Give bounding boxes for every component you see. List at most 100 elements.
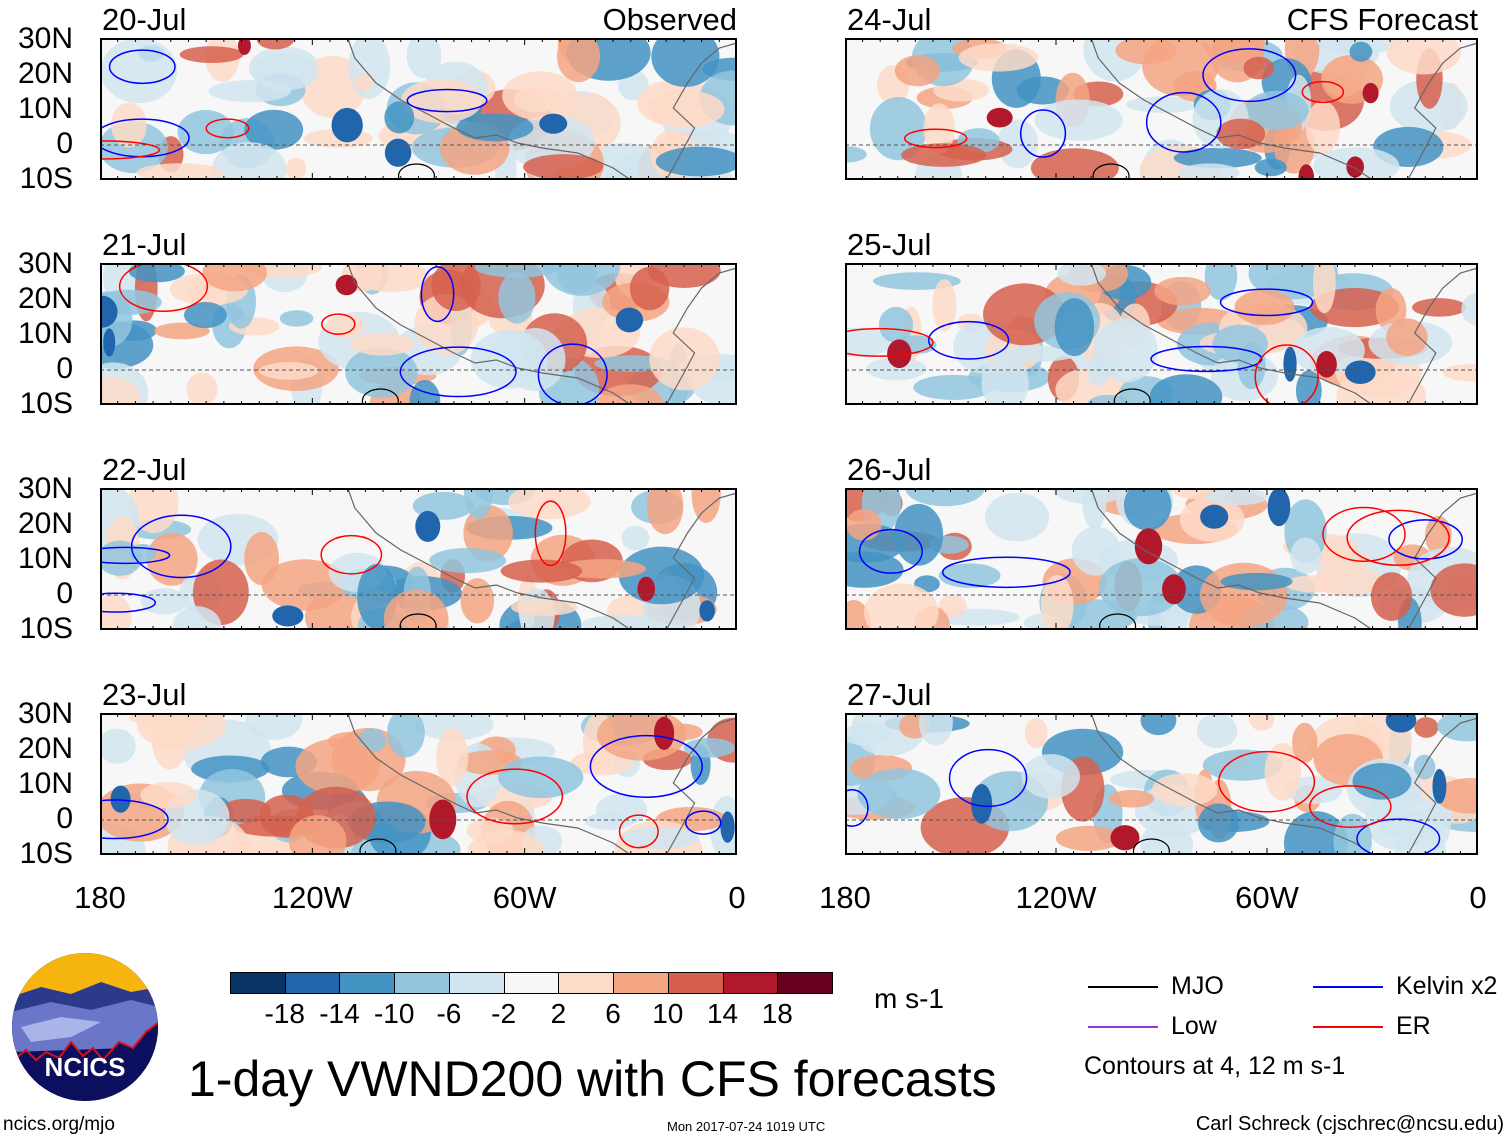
footer-url[interactable]: ncics.org/mjo	[3, 1114, 115, 1135]
wind-anomaly-field	[100, 38, 737, 180]
kelvin-contour	[1356, 818, 1441, 855]
anomaly-blob	[1413, 754, 1436, 780]
anomaly-blob	[510, 598, 578, 616]
anomaly-blob	[894, 55, 941, 87]
anomaly-blob	[1123, 488, 1172, 531]
wind-anomaly-field	[100, 488, 721, 630]
anomaly-core	[272, 605, 304, 627]
anomaly-blob	[1198, 803, 1239, 843]
anomaly-blob	[256, 38, 295, 50]
map-panel	[845, 488, 1478, 630]
anomaly-blob	[1394, 826, 1447, 855]
anomaly-blob	[1386, 38, 1462, 75]
anomaly-core	[971, 784, 993, 824]
anomaly-blob	[387, 713, 425, 758]
colorbar-tick-label: -14	[319, 998, 360, 1029]
lon-label: 180	[74, 880, 126, 915]
anomaly-blob	[1086, 356, 1110, 387]
anomaly-core	[238, 38, 251, 55]
anomaly-core	[1432, 768, 1447, 804]
panel-date: 26-Jul	[847, 452, 932, 487]
anomaly-blob	[894, 503, 944, 566]
anomaly-blob	[866, 357, 927, 381]
figure-title: 1-day VWND200 with CFS forecasts	[188, 1051, 997, 1107]
panel-date: 24-Jul	[847, 2, 932, 37]
colorbar-swatch	[613, 972, 669, 994]
map-panel	[845, 263, 1478, 405]
anomaly-blob	[100, 728, 136, 764]
anomaly-blob	[202, 263, 267, 292]
kelvin-contour	[685, 810, 722, 835]
colorbar-swatch	[284, 972, 341, 994]
anomaly-blob	[436, 727, 469, 787]
er-contour	[1254, 344, 1319, 405]
map-panel	[845, 713, 1478, 855]
lat-label: 10N	[17, 317, 73, 350]
colorbar-units: m s-1	[874, 983, 944, 1014]
anomaly-blob	[646, 488, 684, 535]
anomaly-blob	[846, 508, 882, 541]
lat-label: 30N	[17, 697, 73, 730]
anomaly-blob	[938, 594, 967, 618]
anomaly-blob	[252, 52, 319, 91]
anomaly-blob	[179, 46, 244, 63]
map-panel	[100, 38, 737, 180]
footer-credit: Carl Schreck (cjschrec@ncsu.edu)	[1195, 1113, 1504, 1135]
anomaly-blob	[958, 43, 1039, 72]
anomaly-blob	[1414, 717, 1439, 738]
mjo-contour	[1099, 613, 1137, 630]
anomaly-blob	[1140, 713, 1177, 736]
anomaly-blob	[1312, 263, 1336, 314]
anomaly-blob	[1305, 100, 1341, 154]
anomaly-blob	[384, 101, 415, 134]
anomaly-core	[615, 307, 644, 333]
anomaly-core	[637, 576, 655, 602]
anomaly-core	[699, 600, 715, 622]
kelvin-contour	[927, 320, 1010, 360]
colorbar-swatch	[667, 972, 724, 994]
anomaly-core	[1344, 360, 1376, 384]
anomaly-core	[429, 799, 457, 840]
anomaly-blob	[1054, 298, 1095, 357]
anomaly-blob	[349, 332, 415, 356]
anomaly-blob	[1040, 575, 1074, 630]
anomaly-core	[103, 328, 116, 357]
anomaly-blob	[1021, 754, 1080, 799]
anomaly-core	[1346, 156, 1364, 178]
lat-label: 0	[56, 802, 73, 835]
anomaly-blob	[136, 163, 224, 180]
anomaly-blob	[431, 263, 481, 311]
lat-label: 10S	[19, 387, 73, 420]
anomaly-blob	[1109, 789, 1155, 808]
anomaly-blob	[621, 826, 700, 850]
anomaly-blob	[1442, 363, 1478, 382]
anomaly-blob	[100, 376, 141, 405]
er-contour	[1217, 750, 1316, 813]
wind-anomaly-field	[100, 713, 737, 855]
lon-label: 60W	[1235, 880, 1299, 915]
lat-label: 0	[56, 577, 73, 610]
legend-note: Contours at 4, 12 m s-1	[1084, 1052, 1346, 1080]
anomaly-blob	[523, 154, 604, 180]
kelvin-contour	[130, 514, 232, 579]
colorbar-tick-label: -6	[436, 998, 462, 1029]
anomaly-blob	[406, 38, 442, 79]
anomaly-blob	[463, 505, 513, 562]
anomaly-blob	[460, 578, 495, 624]
anomaly-blob	[556, 38, 601, 83]
colorbar-swatch	[558, 972, 615, 994]
anomaly-blob	[244, 109, 304, 150]
panel-header: CFS Forecast	[1286, 2, 1478, 37]
anomaly-blob	[997, 119, 1039, 169]
anomaly-blob	[938, 563, 1001, 588]
lat-label: 10S	[19, 162, 73, 195]
anomaly-blob	[111, 102, 147, 148]
anomaly-blob	[474, 263, 561, 278]
anomaly-blob	[245, 713, 303, 741]
er-contour	[205, 118, 250, 139]
anomaly-blob	[429, 547, 507, 574]
kelvin-contour	[948, 748, 1028, 808]
wind-anomaly-field	[845, 713, 1478, 855]
anomaly-blob	[244, 531, 280, 586]
anomaly-blob	[1151, 773, 1218, 807]
